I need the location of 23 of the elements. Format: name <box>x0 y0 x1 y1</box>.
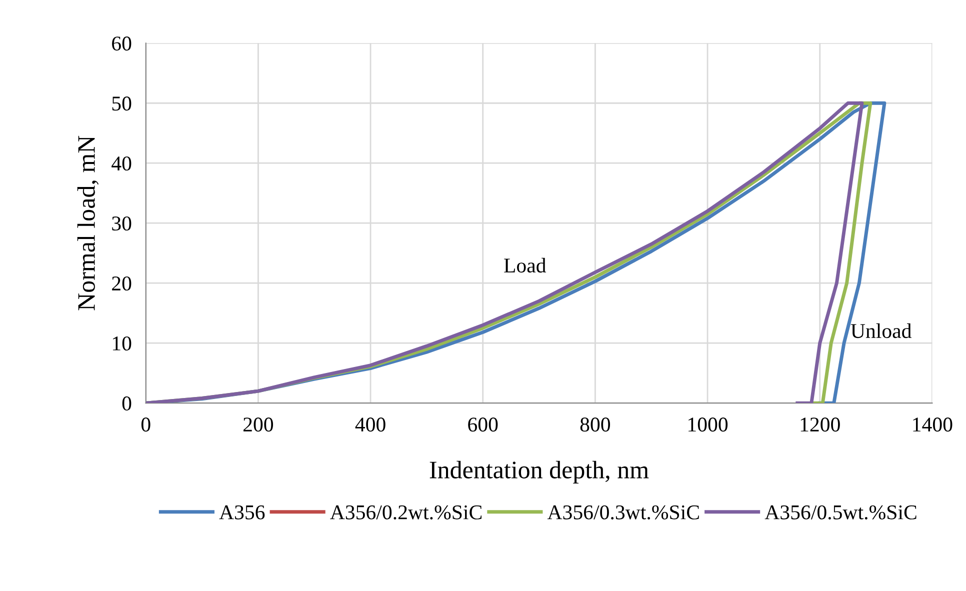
x-tick-label: 400 <box>355 418 386 432</box>
legend-label: A356/0.2wt.%SiC <box>330 505 482 520</box>
x-tick-label: 1000 <box>688 418 728 432</box>
y-tick-label: 30 <box>112 216 132 231</box>
annotation: Load <box>504 258 546 273</box>
x-tick-label: 1200 <box>800 418 840 432</box>
y-tick-label: 10 <box>112 336 132 351</box>
y-tick-label: 40 <box>112 156 132 171</box>
y-tick-label: 20 <box>112 276 132 291</box>
legend-label: A356/0.3wt.%SiC <box>547 505 699 520</box>
x-tick-label: 800 <box>580 418 610 432</box>
x-tick-label: 0 <box>141 418 150 432</box>
x-tick-label: 200 <box>243 418 274 432</box>
y-tick-label: 60 <box>112 36 132 51</box>
annotation: Unload <box>850 323 912 338</box>
x-axis-title: Indentation depth, nm <box>430 460 649 484</box>
y-tick-label: 50 <box>112 96 132 111</box>
legend-label: A356/0.5wt.%SiC <box>764 505 916 520</box>
x-tick-label: 1400 <box>913 418 952 432</box>
legend-label: A356 <box>219 505 265 520</box>
y-tick-label: 0 <box>122 396 132 410</box>
x-tick-label: 600 <box>468 418 498 432</box>
y-axis-title: Normal load, mN <box>77 136 99 310</box>
